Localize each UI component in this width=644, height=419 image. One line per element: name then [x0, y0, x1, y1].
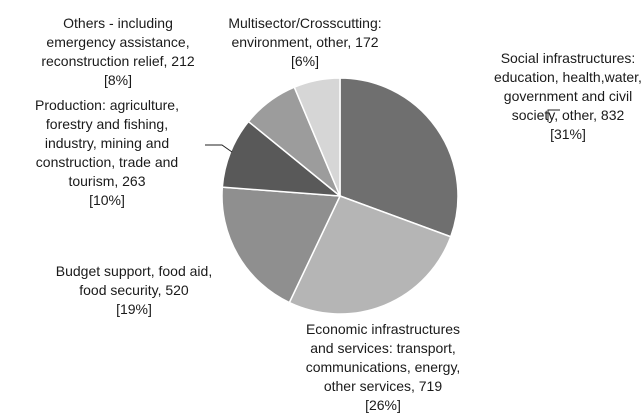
pie-slice-1	[288, 195, 452, 315]
pie-slice-0	[339, 77, 459, 238]
pie-slice-2	[221, 186, 342, 304]
slice-label-line: communications, energy,	[306, 359, 461, 375]
slice-label-line: education, health,water,	[494, 69, 642, 85]
slice-label-line: forestry and fishing,	[46, 116, 168, 132]
slice-label-line: [6%]	[291, 53, 319, 69]
pie-slice-5	[293, 77, 341, 197]
slice-label-5: Multisector/Crosscutting: environment, ot…	[228, 15, 381, 69]
leader-line-3	[205, 144, 233, 153]
leader-line-0	[547, 109, 560, 122]
slice-label-line: industry, mining and	[45, 135, 169, 151]
slice-label-line: [10%]	[89, 192, 125, 208]
slice-label-line: Social infrastructures:	[501, 50, 636, 66]
slice-label-line: tourism, 263	[68, 173, 145, 189]
slice-label-line: other services, 719	[324, 378, 442, 394]
slice-label-1: Economic infrastructures and services: tr…	[306, 321, 461, 413]
slice-label-line: [31%]	[550, 126, 586, 142]
slice-label-line: environment, other, 172	[231, 34, 378, 50]
slice-label-line: Production: agriculture,	[35, 97, 179, 113]
slice-label-0: Social infrastructures: education, health…	[494, 50, 642, 142]
slice-label-line: Others - including	[63, 15, 173, 31]
slice-label-3: Production: agriculture, forestry and fis…	[35, 97, 179, 208]
slice-label-line: and services: transport,	[310, 340, 456, 356]
slice-label-line: [8%]	[104, 72, 132, 88]
slice-label-line: construction, trade and	[36, 154, 178, 170]
slice-label-line: [26%]	[365, 397, 401, 413]
slice-label-line: [19%]	[116, 301, 152, 317]
slice-label-line: Budget support, food aid,	[56, 263, 212, 279]
slice-label-line: reconstruction relief, 212	[41, 53, 195, 69]
slice-label-line: Economic infrastructures	[306, 321, 460, 337]
slice-label-line: emergency assistance,	[46, 34, 189, 50]
slice-label-4: Others - including emergency assistance, r…	[41, 15, 195, 88]
slice-label-line: government and civil	[504, 88, 632, 104]
slice-label-line: food security, 520	[79, 282, 189, 298]
slice-label-line: society, other, 832	[512, 107, 625, 123]
slice-label-2: Budget support, food aid, food security, …	[56, 263, 212, 317]
slice-label-line: Multisector/Crosscutting:	[228, 15, 381, 31]
